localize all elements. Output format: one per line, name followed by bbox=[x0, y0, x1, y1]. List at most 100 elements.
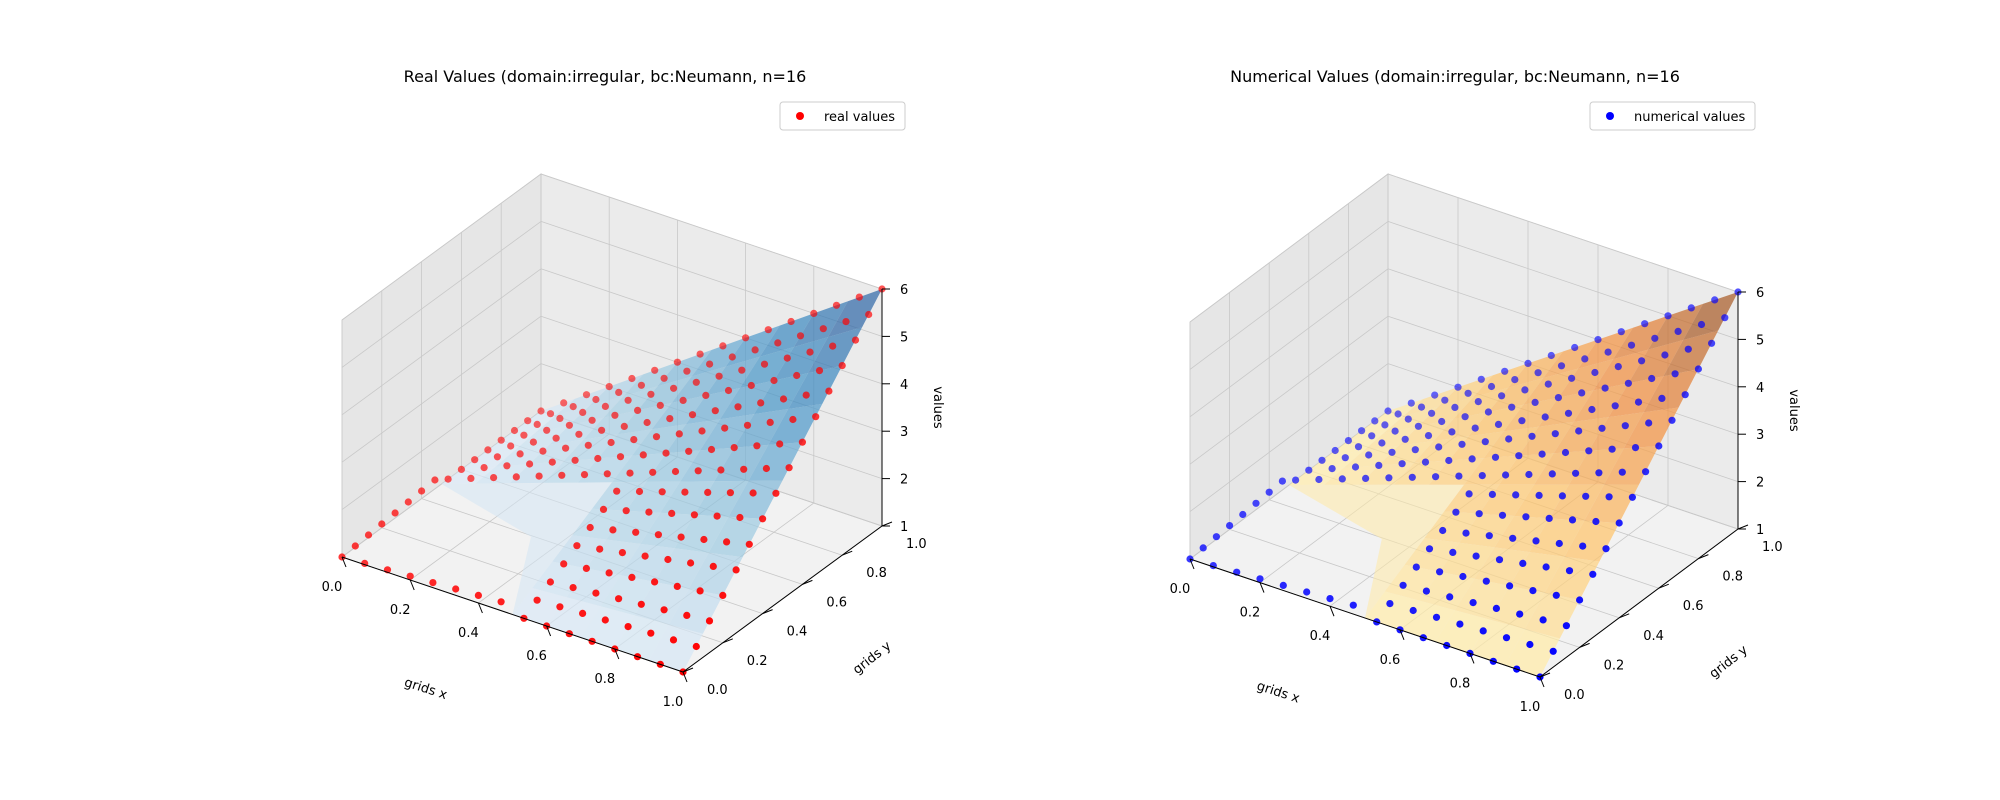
surface-facet bbox=[1444, 484, 1499, 514]
scatter-point bbox=[1411, 446, 1419, 454]
scatter-point bbox=[1412, 563, 1420, 571]
scatter-point bbox=[1642, 468, 1650, 476]
scatter-point bbox=[1455, 472, 1463, 480]
scatter-point bbox=[1521, 386, 1529, 394]
scatter-point bbox=[1721, 314, 1729, 322]
scatter-point bbox=[719, 342, 727, 350]
scatter-point bbox=[1555, 539, 1563, 548]
scatter-point bbox=[586, 523, 594, 532]
scatter-point bbox=[785, 464, 793, 472]
x-tick-mark bbox=[1539, 676, 1545, 688]
scatter-point bbox=[685, 447, 693, 455]
scatter-point bbox=[1588, 405, 1596, 414]
y-tick-mark bbox=[1658, 583, 1669, 589]
scatter-point bbox=[599, 505, 608, 513]
surface-facet bbox=[1489, 585, 1545, 630]
scatter-point bbox=[713, 512, 721, 520]
surface-facet bbox=[1524, 592, 1580, 639]
surface-facet bbox=[1289, 467, 1344, 485]
scatter-point bbox=[480, 464, 488, 472]
surface-facet bbox=[501, 415, 556, 441]
scatter-point bbox=[770, 376, 778, 385]
surface-facet bbox=[651, 395, 706, 430]
scatter-point bbox=[622, 507, 630, 515]
x-tick-label: 0.4 bbox=[1310, 629, 1331, 644]
scatter-point bbox=[1671, 370, 1679, 378]
surface-facet bbox=[685, 388, 740, 425]
subplot-1: 0.0 0.2 0.4 0.6 0.8 1.0 0.0 0.2 0.4 0.6 0.8 1.0 1 2 3 4… bbox=[322, 67, 945, 710]
scatter-point bbox=[1634, 398, 1643, 406]
surface-facet bbox=[1394, 460, 1449, 485]
scatter-point bbox=[666, 415, 674, 423]
scatter-point bbox=[1341, 454, 1349, 462]
scatter-point bbox=[1495, 556, 1504, 564]
scatter-point bbox=[1591, 368, 1599, 377]
scatter-point bbox=[1711, 296, 1719, 304]
z-tick-label: 1 bbox=[1756, 523, 1764, 538]
surface-facet bbox=[1584, 484, 1639, 523]
scatter-point bbox=[607, 438, 615, 447]
scatter-point bbox=[1459, 572, 1467, 581]
scatter-point bbox=[660, 374, 668, 382]
scatter-point bbox=[569, 403, 577, 411]
scatter-point bbox=[776, 440, 784, 448]
gridline bbox=[1189, 221, 1389, 370]
scatter-point bbox=[1488, 490, 1496, 498]
y-tick-mark bbox=[842, 550, 853, 556]
scatter-point bbox=[723, 538, 731, 546]
legend-label: numerical values bbox=[1634, 110, 1745, 125]
scatter-point bbox=[1529, 587, 1537, 595]
x-tick-label: 0.2 bbox=[390, 603, 411, 618]
x-axis-line bbox=[1189, 558, 1541, 678]
scatter-point bbox=[444, 475, 452, 483]
scatter-point bbox=[580, 471, 589, 479]
scatter-point bbox=[1328, 465, 1336, 473]
surface-facet bbox=[657, 350, 712, 387]
scatter-point bbox=[558, 471, 566, 479]
scatter-point bbox=[696, 587, 704, 595]
scatter-point bbox=[1648, 374, 1656, 383]
scatter-point bbox=[526, 460, 534, 468]
scatter-point bbox=[1658, 394, 1666, 402]
surface-facet bbox=[1359, 462, 1414, 485]
scatter-point bbox=[562, 444, 570, 452]
scatter-point bbox=[1279, 581, 1287, 590]
surface-facet bbox=[1534, 450, 1589, 485]
z-tick-label: 1 bbox=[900, 520, 908, 535]
scatter-point bbox=[1582, 492, 1590, 500]
legend-frame bbox=[1589, 101, 1756, 131]
scatter-point bbox=[1351, 463, 1360, 471]
surface-facet bbox=[640, 512, 695, 549]
surface-facet bbox=[1505, 629, 1560, 677]
scatter-point bbox=[1631, 444, 1640, 452]
surface-facet bbox=[680, 447, 735, 482]
scatter-point bbox=[1515, 452, 1523, 460]
x-tick-mark bbox=[1189, 558, 1195, 570]
scatter-point bbox=[637, 600, 645, 608]
scatter-point bbox=[618, 549, 627, 557]
y-tick-label: 0.6 bbox=[826, 595, 847, 610]
gridline bbox=[341, 221, 542, 368]
scatter-point bbox=[1545, 514, 1553, 523]
surface-facet bbox=[674, 514, 729, 553]
surface-facet bbox=[754, 373, 809, 415]
scatter-point bbox=[1551, 430, 1559, 438]
z-tick-label: 4 bbox=[1756, 381, 1764, 396]
scatter-point bbox=[1525, 470, 1533, 479]
scatter-point bbox=[829, 342, 837, 350]
surface-facet bbox=[1514, 484, 1569, 519]
scatter-point bbox=[724, 386, 733, 395]
z-tick-label: 5 bbox=[1756, 333, 1764, 348]
scatter-point bbox=[579, 408, 587, 416]
scatter-point bbox=[1378, 439, 1386, 447]
scatter-point bbox=[751, 346, 759, 354]
surface-facet bbox=[1429, 458, 1484, 485]
scatter-point bbox=[1624, 379, 1632, 387]
surface-facet bbox=[654, 548, 709, 589]
scatter-point bbox=[692, 378, 700, 386]
scatter-point bbox=[1541, 413, 1549, 421]
scatter-point bbox=[641, 552, 649, 560]
scatter-point bbox=[1344, 437, 1352, 445]
surface-facet bbox=[441, 466, 496, 484]
surface-facet bbox=[748, 442, 803, 481]
